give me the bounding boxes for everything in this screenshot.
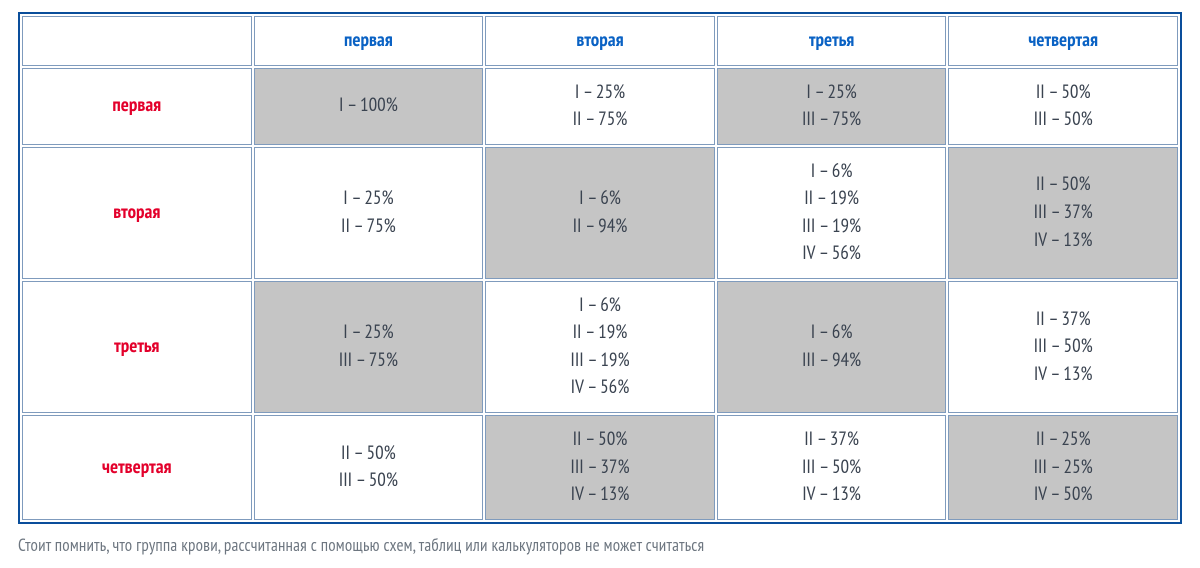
cell-line: III – 50% xyxy=(261,467,477,495)
row-header: вторая xyxy=(22,147,252,279)
cell-line: III – 75% xyxy=(261,347,477,375)
data-cell: II – 37%III – 50%IV – 13% xyxy=(717,415,947,520)
cell-line: III – 19% xyxy=(724,213,940,241)
row-header: третья xyxy=(22,281,252,413)
table-row: третьяI – 25%III – 75%I – 6%II – 19%III … xyxy=(22,281,1178,413)
data-cell: II – 50%III – 37%IV – 13% xyxy=(948,147,1178,279)
cell-line: I – 100% xyxy=(261,92,477,120)
cell-line: I – 6% xyxy=(492,185,708,213)
cell-line: IV – 13% xyxy=(724,481,940,509)
cell-line: II – 50% xyxy=(955,171,1171,199)
data-cell: I – 25%II – 75% xyxy=(254,147,484,279)
col-header: вторая xyxy=(485,16,715,66)
cell-line: II – 94% xyxy=(492,213,708,241)
cell-line: II – 50% xyxy=(261,440,477,468)
table-body: перваяI – 100%I – 25%II – 75%I – 25%III … xyxy=(22,68,1178,520)
cell-line: I – 25% xyxy=(261,319,477,347)
cell-line: III – 50% xyxy=(724,454,940,482)
cell-line: II – 50% xyxy=(955,79,1171,107)
cell-line: II – 75% xyxy=(261,213,477,241)
blood-group-table: первая вторая третья четвертая перваяI –… xyxy=(18,12,1182,524)
data-cell: I – 25%III – 75% xyxy=(254,281,484,413)
data-cell: I – 6%II – 94% xyxy=(485,147,715,279)
header-row: первая вторая третья четвертая xyxy=(22,16,1178,66)
col-header: первая xyxy=(254,16,484,66)
cell-line: II – 75% xyxy=(492,106,708,134)
data-cell: I – 6%III – 94% xyxy=(717,281,947,413)
corner-cell xyxy=(22,16,252,66)
data-cell: II – 50%III – 50% xyxy=(254,415,484,520)
footer-note: Стоит помнить, что группа крови, рассчит… xyxy=(18,534,1182,556)
col-header: третья xyxy=(717,16,947,66)
cell-line: III – 50% xyxy=(955,106,1171,134)
col-header: четвертая xyxy=(948,16,1178,66)
cell-line: I – 25% xyxy=(724,79,940,107)
cell-line: II – 37% xyxy=(955,306,1171,334)
cell-line: III – 50% xyxy=(955,333,1171,361)
cell-line: I – 6% xyxy=(724,158,940,186)
cell-line: IV – 56% xyxy=(492,374,708,402)
cell-line: I – 6% xyxy=(724,319,940,347)
cell-line: IV – 13% xyxy=(492,481,708,509)
cell-line: I – 6% xyxy=(492,292,708,320)
table-row: втораяI – 25%II – 75%I – 6%II – 94%I – 6… xyxy=(22,147,1178,279)
data-cell: I – 25%II – 75% xyxy=(485,68,715,145)
data-cell: II – 25%III – 25%IV – 50% xyxy=(948,415,1178,520)
data-cell: I – 25%III – 75% xyxy=(717,68,947,145)
data-cell: II – 37%III – 50%IV – 13% xyxy=(948,281,1178,413)
data-cell: I – 6%II – 19%III – 19%IV – 56% xyxy=(717,147,947,279)
cell-line: II – 50% xyxy=(492,426,708,454)
cell-line: II – 19% xyxy=(724,185,940,213)
cell-line: III – 37% xyxy=(492,454,708,482)
cell-line: I – 25% xyxy=(261,185,477,213)
cell-line: IV – 13% xyxy=(955,361,1171,389)
data-cell: II – 50%III – 50% xyxy=(948,68,1178,145)
table-row: перваяI – 100%I – 25%II – 75%I – 25%III … xyxy=(22,68,1178,145)
row-header: первая xyxy=(22,68,252,145)
data-cell: II – 50%III – 37%IV – 13% xyxy=(485,415,715,520)
row-header: четвертая xyxy=(22,415,252,520)
cell-line: II – 19% xyxy=(492,319,708,347)
cell-line: III – 37% xyxy=(955,199,1171,227)
cell-line: II – 37% xyxy=(724,426,940,454)
data-cell: I – 6%II – 19%III – 19%IV – 56% xyxy=(485,281,715,413)
cell-line: III – 75% xyxy=(724,106,940,134)
data-cell: I – 100% xyxy=(254,68,484,145)
cell-line: II – 25% xyxy=(955,426,1171,454)
cell-line: I – 25% xyxy=(492,79,708,107)
cell-line: III – 94% xyxy=(724,347,940,375)
table-row: четвертаяII – 50%III – 50%II – 50%III – … xyxy=(22,415,1178,520)
cell-line: IV – 56% xyxy=(724,240,940,268)
cell-line: III – 19% xyxy=(492,347,708,375)
cell-line: IV – 50% xyxy=(955,481,1171,509)
cell-line: IV – 13% xyxy=(955,227,1171,255)
cell-line: III – 25% xyxy=(955,454,1171,482)
